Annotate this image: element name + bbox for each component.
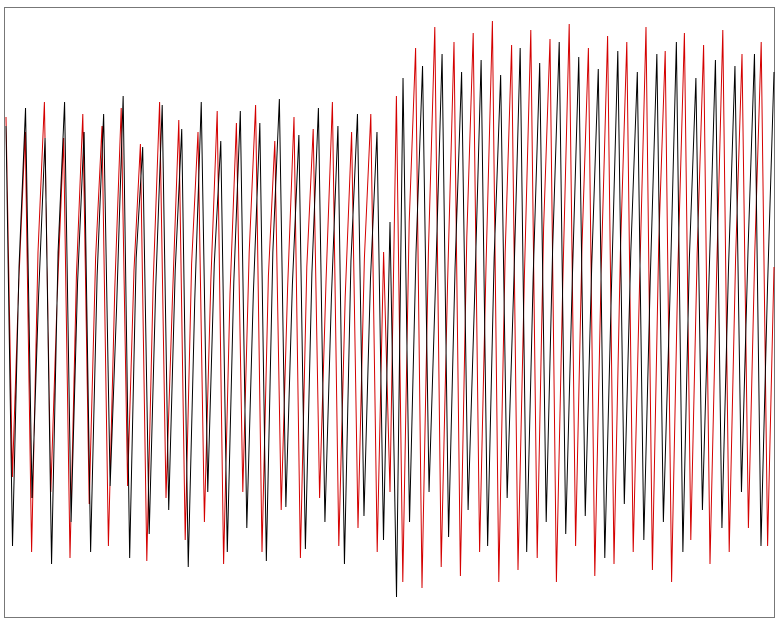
page: (() => { const data = JSON.parse(documen… [0,0,776,619]
plot-frame [5,8,775,618]
chart [0,0,776,619]
